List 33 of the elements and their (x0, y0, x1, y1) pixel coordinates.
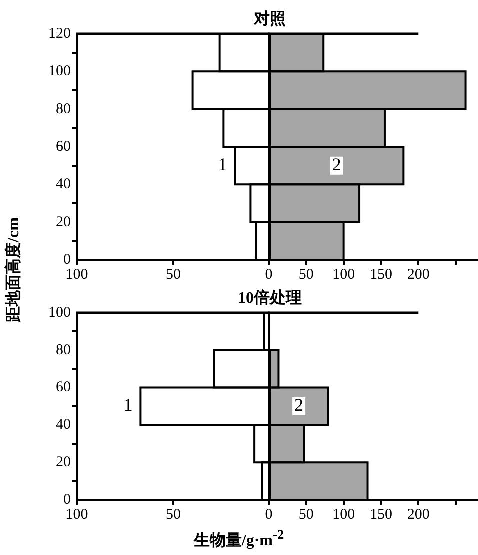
series-label: 2 (294, 395, 304, 416)
x-tick-label: 100 (332, 266, 356, 283)
y-tick-label: 20 (56, 454, 71, 471)
y-tick-label: 0 (64, 252, 71, 268)
chart-title: 10倍处理 (238, 289, 302, 309)
x-tick-label: 50 (298, 266, 314, 283)
y-tick-label: 80 (56, 101, 71, 118)
x-tick-label: 100 (332, 506, 356, 523)
y-tick-label: 40 (56, 176, 71, 193)
chart-title: 对照 (254, 10, 286, 30)
x-tick-label: 150 (370, 506, 392, 523)
y-tick-label: 40 (56, 417, 71, 434)
y-tick-label: 20 (56, 214, 71, 230)
y-tick-label: 80 (56, 342, 71, 358)
y-axis-title: 距地面高度/cm (4, 218, 24, 322)
y-tick-label: 60 (56, 380, 71, 396)
y-tick-label: 60 (56, 138, 71, 155)
x-tick-label: 0 (265, 266, 273, 283)
x-tick-label: 50 (298, 506, 314, 523)
x-tick-label: 50 (166, 506, 181, 523)
y-tick-label: 0 (64, 492, 71, 508)
x-tick-label: 50 (166, 266, 181, 283)
x-tick-label: 150 (370, 266, 392, 283)
x-tick-label: 200 (407, 506, 430, 523)
series-label: 1 (218, 154, 228, 175)
x-tick-label: 200 (407, 266, 430, 283)
x-tick-label: 0 (265, 506, 273, 523)
series-label: 2 (332, 154, 342, 175)
x-axis-title: 生物量/g·m$^{-2}$ (192, 527, 286, 552)
y-tick-label: 100 (48, 64, 71, 80)
series-label: 1 (124, 395, 133, 416)
y-tick-label: 100 (48, 304, 71, 321)
y-tick-label: 120 (48, 26, 71, 42)
